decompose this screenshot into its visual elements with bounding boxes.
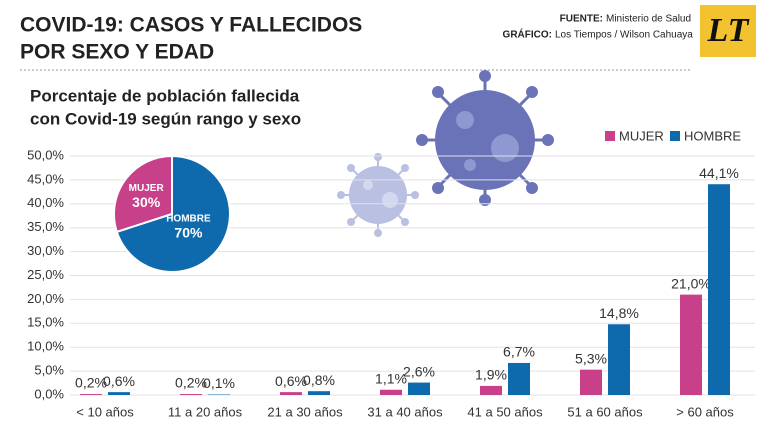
value-label: 0,2% — [75, 375, 107, 391]
value-label: 14,8% — [599, 305, 639, 321]
bar — [80, 394, 102, 395]
y-tick-label: 35,0% — [27, 219, 64, 234]
y-tick-label: 0,0% — [34, 386, 64, 401]
bar — [280, 392, 302, 395]
legend-label: MUJER — [619, 128, 664, 143]
value-label: 5,3% — [575, 350, 607, 366]
bar — [580, 369, 602, 395]
legend-swatch — [670, 131, 680, 141]
x-tick-label: 11 a 20 años — [168, 404, 243, 419]
logo: LT — [707, 12, 750, 49]
y-tick-label: 40,0% — [27, 195, 64, 210]
value-label: 2,6% — [403, 363, 435, 379]
legend-swatch — [605, 131, 615, 141]
value-label: 0,2% — [175, 375, 207, 391]
value-label: 21,0% — [671, 275, 711, 291]
pie-label: HOMBRE — [166, 214, 211, 225]
bar — [680, 294, 702, 395]
bar — [108, 392, 130, 395]
pie-slice — [115, 154, 231, 273]
y-tick-label: 15,0% — [27, 315, 64, 330]
virus-large — [416, 70, 554, 206]
value-label: 6,7% — [503, 344, 535, 360]
bar — [408, 382, 430, 395]
bar — [180, 394, 202, 395]
bar — [508, 362, 530, 395]
bar — [480, 385, 502, 395]
y-tick-label: 25,0% — [27, 267, 64, 282]
y-tick-label: 10,0% — [27, 339, 64, 354]
value-label: 0,6% — [103, 373, 135, 389]
virus-small — [337, 153, 419, 237]
y-tick-label: 30,0% — [27, 243, 64, 258]
y-tick-label: 20,0% — [27, 291, 64, 306]
pie-label: MUJER — [129, 183, 165, 194]
source-label: FUENTE: — [560, 14, 603, 25]
subtitle-line: con Covid-19 según rango y sexo — [30, 109, 301, 128]
legend-label: HOMBRE — [684, 128, 741, 143]
value-label: 0,1% — [203, 375, 235, 391]
bar — [608, 324, 630, 395]
value-label: 44,1% — [699, 165, 739, 181]
title-line: POR SEXO Y EDAD — [20, 41, 214, 64]
title-line: COVID-19: CASOS Y FALLECIDOS — [20, 14, 362, 37]
pie-value-label: 70% — [174, 225, 203, 241]
pie-slice — [113, 154, 173, 234]
y-tick-label: 45,0% — [27, 171, 64, 186]
value-label: 0,8% — [303, 372, 335, 388]
value-label: 0,6% — [275, 373, 307, 389]
source: Ministerio de Salud — [606, 14, 691, 25]
logo-box — [700, 5, 756, 57]
bar — [308, 391, 330, 395]
y-tick-label: 50,0% — [27, 147, 64, 162]
x-tick-label: 51 a 60 años — [567, 404, 643, 419]
value-label: 1,9% — [475, 367, 507, 383]
x-tick-label: 41 a 50 años — [467, 404, 543, 419]
pie-value-label: 30% — [132, 194, 161, 210]
graphic-credit: Los Tiempos / Wilson Cahuaya — [555, 30, 693, 41]
y-tick-label: 5,0% — [34, 363, 64, 378]
x-tick-label: > 60 años — [676, 404, 734, 419]
subtitle-line: Porcentaje de población fallecida — [30, 86, 300, 105]
x-tick-label: < 10 años — [76, 404, 134, 419]
x-tick-label: 31 a 40 años — [367, 404, 443, 419]
x-tick-label: 21 a 30 años — [267, 404, 343, 419]
bar — [708, 184, 730, 395]
value-label: 1,1% — [375, 370, 407, 386]
bar — [380, 389, 402, 395]
graphic-label: GRÁFICO: — [503, 28, 552, 41]
